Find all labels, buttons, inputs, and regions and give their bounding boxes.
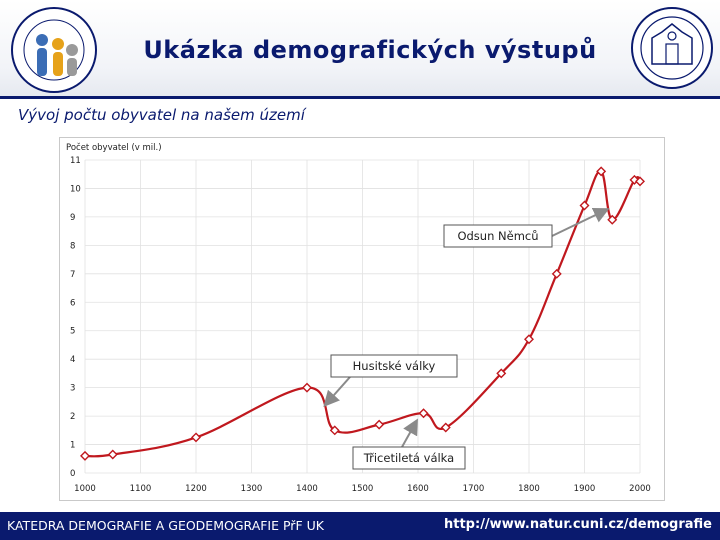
data-point-marker bbox=[596, 166, 607, 177]
y-axis-label: Počet obyvatel (v mil.) bbox=[66, 142, 162, 153]
data-point-marker bbox=[635, 176, 645, 187]
callout-label: Husitské války bbox=[353, 359, 436, 373]
footer-url-link[interactable]: http://www.natur.cuni.cz/demografie bbox=[444, 517, 712, 532]
callout-label: Třicetiletá válka bbox=[363, 451, 454, 465]
x-tick-label: 1700 bbox=[463, 484, 485, 494]
data-point-marker bbox=[107, 449, 118, 460]
callout-box bbox=[330, 354, 458, 378]
population-series-line bbox=[84, 170, 642, 458]
slide-header: Ukázka demografických výstupů bbox=[0, 0, 720, 96]
callout-arrow bbox=[551, 207, 610, 237]
callout-box bbox=[443, 224, 553, 248]
x-tick-label: 1300 bbox=[241, 484, 263, 494]
callout-label: Odsun Němců bbox=[457, 229, 538, 243]
x-tick-label: 1100 bbox=[130, 484, 152, 494]
y-tick-label: 5 bbox=[70, 327, 75, 337]
footer-department: KATEDRA DEMOGRAFIE A GEODEMOGRAFIE PřF U… bbox=[7, 518, 324, 533]
x-tick-label: 2000 bbox=[629, 484, 651, 494]
y-tick-label: 4 bbox=[70, 355, 75, 365]
data-point-marker bbox=[551, 268, 562, 279]
y-tick-label: 11 bbox=[70, 156, 81, 166]
chart-canvas: 0 1 2 3 4 5 6 7 8 9 10 11 1000 1100 1200 1300 1400 1500 16… bbox=[66, 142, 651, 494]
y-tick-label: 10 bbox=[70, 184, 81, 194]
data-point-marker bbox=[80, 450, 90, 461]
y-tick-label: 6 bbox=[70, 298, 75, 308]
data-point-marker bbox=[329, 425, 340, 436]
header-divider bbox=[0, 96, 720, 99]
data-point-marker bbox=[191, 432, 201, 443]
data-point-marker bbox=[579, 200, 590, 211]
data-point-marker bbox=[440, 422, 451, 433]
x-tick-label: 1400 bbox=[296, 484, 318, 494]
y-tick-label: 7 bbox=[70, 270, 75, 280]
university-seal-icon bbox=[631, 7, 713, 89]
callout-box bbox=[352, 446, 466, 470]
data-point-marker bbox=[374, 419, 385, 430]
x-tick-label: 1800 bbox=[518, 484, 540, 494]
y-tick-label: 8 bbox=[70, 241, 75, 251]
y-tick-label: 0 bbox=[70, 469, 75, 479]
slide-title: Ukázka demografických výstupů bbox=[143, 36, 597, 64]
x-tick-label: 1000 bbox=[74, 484, 96, 494]
callout-arrow bbox=[401, 418, 418, 448]
y-tick-label: 9 bbox=[70, 213, 75, 223]
y-tick-label: 2 bbox=[70, 412, 75, 422]
demography-society-logo-icon bbox=[11, 7, 97, 93]
y-tick-label: 1 bbox=[70, 441, 75, 451]
population-chart: 0 1 2 3 4 5 6 7 8 9 10 11 1000 1100 1200 1300 1400 1500 16… bbox=[59, 137, 665, 501]
x-tick-label: 1200 bbox=[185, 484, 207, 494]
data-point-marker bbox=[302, 382, 312, 393]
x-tick-label: 1500 bbox=[352, 484, 374, 494]
slide-subtitle: Vývoj počtu obyvatel na našem území bbox=[18, 106, 305, 124]
slide-footer: KATEDRA DEMOGRAFIE A GEODEMOGRAFIE PřF U… bbox=[0, 512, 720, 540]
callout-arrow bbox=[323, 376, 351, 407]
y-tick-label: 3 bbox=[70, 384, 75, 394]
data-point-marker bbox=[524, 334, 534, 345]
data-point-marker bbox=[496, 368, 507, 379]
x-tick-label: 1600 bbox=[407, 484, 429, 494]
data-point-marker bbox=[418, 408, 429, 419]
x-tick-label: 1900 bbox=[574, 484, 596, 494]
